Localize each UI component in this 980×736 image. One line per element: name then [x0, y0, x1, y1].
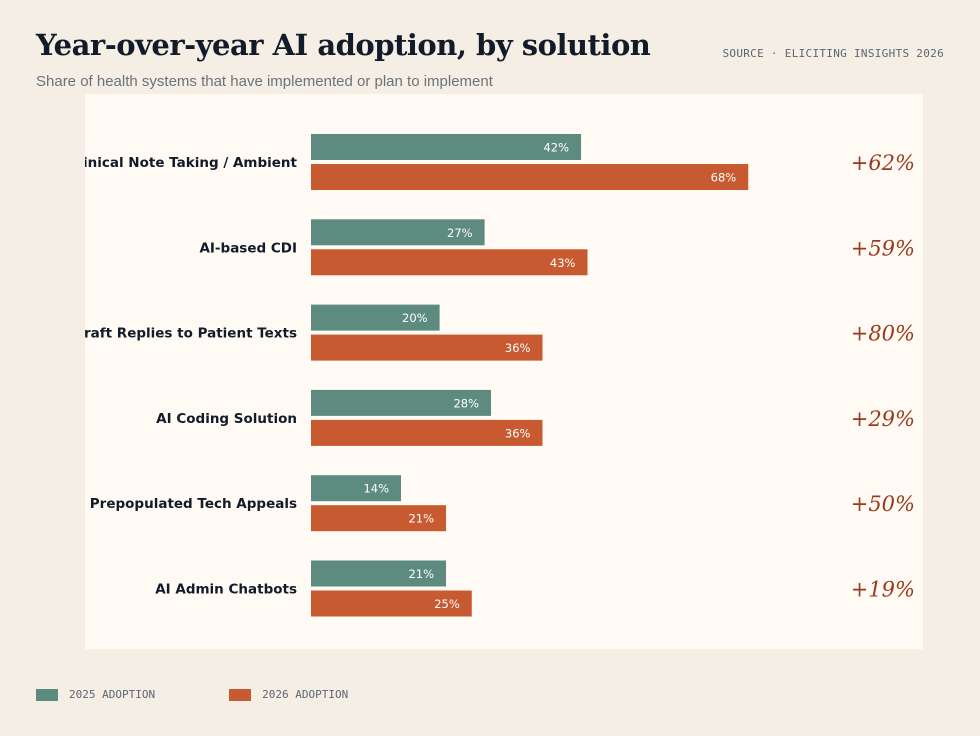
category-label: AI-based CDI: [199, 240, 297, 256]
category-label: Draft Replies to Patient Texts: [85, 326, 297, 342]
legend-item-2025: 2025 ADOPTION: [36, 688, 155, 701]
legend-swatch-2025: [36, 688, 58, 701]
bar-value-label-2025: 42%: [543, 141, 569, 155]
bar-value-label-2025: 27%: [447, 226, 473, 240]
growth-label: +80%: [851, 322, 915, 346]
bar-value-label-2025: 20%: [402, 311, 428, 325]
bar-2025: [311, 475, 402, 502]
bar-2025: [311, 304, 440, 331]
bar-group: Draft Replies to Patient Texts 20% 36% +80%: [85, 304, 915, 361]
legend-label-2026: 2026 ADOPTION: [262, 688, 349, 701]
growth-label: +19%: [851, 578, 915, 602]
legend-label-2025: 2025 ADOPTION: [69, 688, 156, 701]
growth-label: +50%: [851, 492, 915, 516]
bar-2025: [311, 389, 492, 416]
legend-item-2026: 2026 ADOPTION: [229, 688, 348, 701]
category-label: AI Admin Chatbots: [155, 582, 297, 598]
legend-swatch-2026: [229, 688, 252, 701]
bar-value-label-2026: 68%: [711, 171, 737, 185]
bar-group: AI-based CDI 27% 43% +59%: [199, 219, 915, 276]
chart-panel: Clinical Note Taking / Ambient 42% 68% +62%…: [85, 94, 923, 649]
bar-2026: [311, 334, 543, 361]
growth-label: +29%: [851, 407, 915, 431]
bar-2025: [311, 560, 447, 587]
bar-chart: Clinical Note Taking / Ambient 42% 68% +62%…: [85, 134, 915, 617]
bar-value-label-2025: 21%: [408, 567, 434, 581]
bar-2025: [311, 134, 582, 160]
bar-group: Clinical Note Taking / Ambient 42% 68% +62%: [85, 134, 915, 190]
bar-value-label-2026: 21%: [408, 512, 434, 526]
bar-2026: [311, 419, 543, 446]
source-note: SOURCE · ELICITING INSIGHTS 2026: [722, 47, 944, 60]
bar-group: AI Prepopulated Tech Appeals 14% 21% +50%: [85, 475, 915, 532]
bar-2026: [311, 164, 749, 190]
bar-2026: [311, 505, 447, 532]
category-label: Clinical Note Taking / Ambient: [85, 155, 298, 171]
growth-label: +62%: [851, 151, 915, 175]
bar-value-label-2026: 36%: [505, 426, 531, 440]
bar-value-label-2026: 25%: [434, 597, 460, 611]
bar-value-label-2026: 36%: [505, 341, 531, 355]
bar-value-label-2026: 43%: [550, 256, 576, 270]
category-label: AI Prepopulated Tech Appeals: [85, 496, 297, 512]
bar-value-label-2025: 14%: [363, 482, 389, 496]
bar-group: AI Coding Solution 28% 36% +29%: [156, 389, 915, 446]
bar-2025: [311, 219, 485, 246]
bar-2026: [311, 249, 588, 276]
chart-title: Year-over-year AI adoption, by solution: [36, 28, 651, 62]
bar-group: AI Admin Chatbots 21% 25% +19%: [155, 560, 915, 617]
chart-subtitle: Share of health systems that have implem…: [36, 73, 493, 90]
bar-value-label-2025: 28%: [453, 396, 479, 410]
bar-2026: [311, 590, 472, 617]
growth-label: +59%: [851, 236, 915, 260]
category-label: AI Coding Solution: [156, 411, 297, 427]
legend: 2025 ADOPTION 2026 ADOPTION: [36, 688, 422, 701]
